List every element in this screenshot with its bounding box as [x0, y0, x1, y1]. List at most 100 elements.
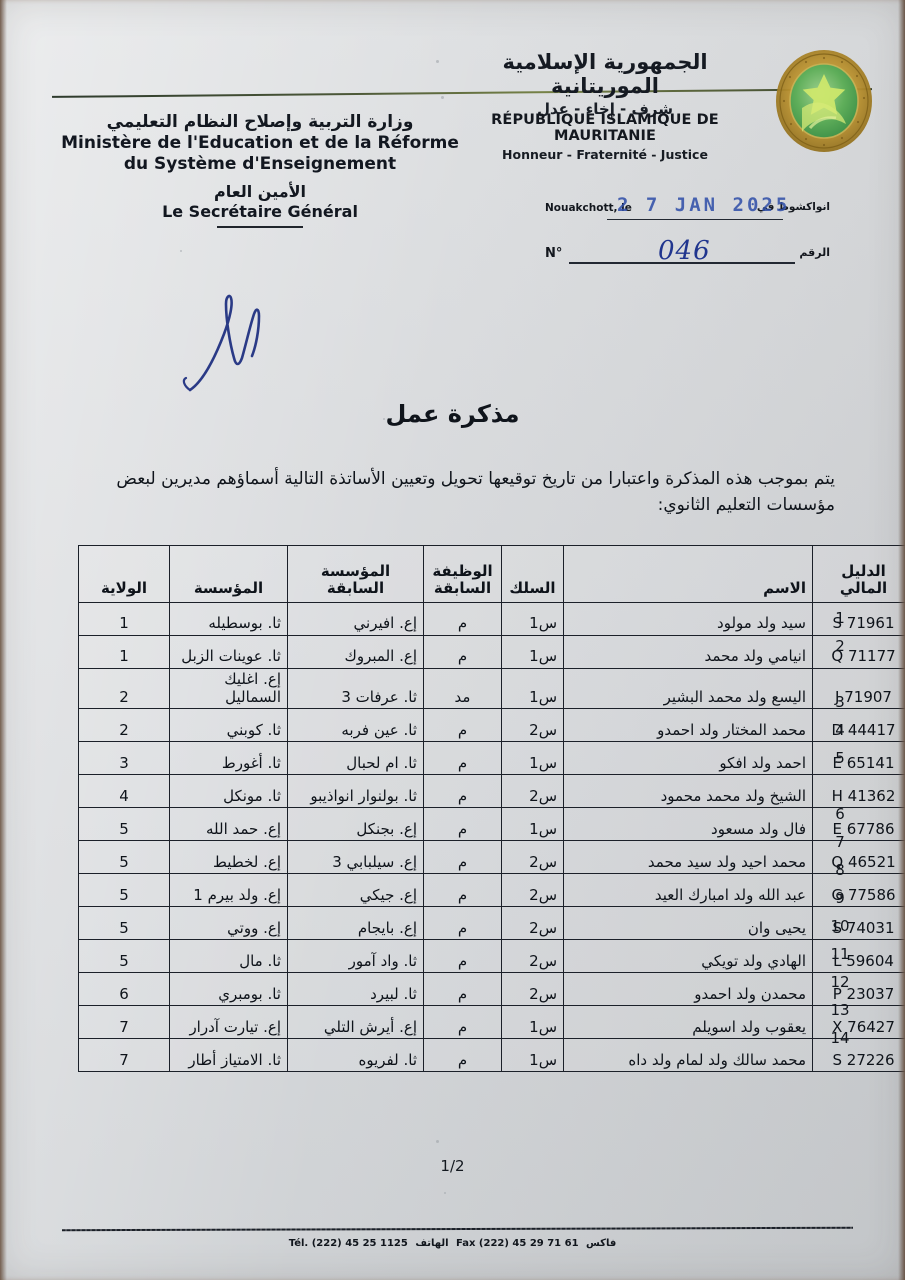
- scan-speck: [383, 418, 385, 420]
- cell-name: محمد احيد ولد سيد محمد: [563, 840, 813, 875]
- ministry-name-arabic: وزارة التربية وإصلاح النظام التعليمي: [106, 112, 414, 132]
- cell-name: يحيى وان: [563, 906, 813, 941]
- cell-institution: ثا. مال: [169, 939, 288, 974]
- cell-wilaya: 5: [78, 906, 170, 941]
- cell-institution: ثا. عوينات الزبل: [169, 635, 288, 669]
- cell-matricule: 74031 S: [812, 906, 905, 941]
- state-heading-french: RÉPUBLIQUE ISLAMIQUE DE MAURITANIE Honne…: [440, 112, 770, 162]
- cell-wilaya: 4: [78, 774, 170, 809]
- cell-wilaya: 3: [78, 741, 170, 776]
- reference-number-field: N° الرقم 046: [545, 236, 830, 266]
- cell-prev-institution: إع. بجنكل: [287, 807, 424, 842]
- scan-speck: [436, 60, 439, 63]
- cell-institution: ثا. بوسطيله: [169, 602, 288, 636]
- cell-institution: إع. تيارت آدرار: [169, 1005, 288, 1040]
- cell-matricule: 76427 X: [812, 1005, 905, 1040]
- cell-prev-institution: ثا. واد آمور: [287, 939, 424, 974]
- row-number: 4: [835, 721, 845, 739]
- reference-number-value: 046: [658, 236, 711, 266]
- state-name-french: RÉPUBLIQUE ISLAMIQUE DE MAURITANIE: [491, 112, 719, 144]
- cell-wilaya: 2: [78, 708, 170, 743]
- letterhead: الجمهورية الإسلامية الموريتانية شرف - إخ…: [0, 0, 905, 290]
- column-header-prev-function: الوظيفة السابقة: [423, 545, 502, 603]
- cell-matricule: 59604 L: [812, 939, 905, 974]
- cell-silk: س1: [501, 741, 564, 776]
- cell-institution: إع. ووتي: [169, 906, 288, 941]
- cell-name: محمد سالك ولد لمام ولد داه: [563, 1038, 813, 1073]
- cell-wilaya: 7: [78, 1005, 170, 1040]
- cell-name: الشيخ ولد محمد محمود: [563, 774, 813, 809]
- cell-name: فال ولد مسعود: [563, 807, 813, 842]
- table-row: 59604 L الهادي ولد تويكي س2 م ثا. واد آمور ثا…: [78, 939, 905, 974]
- national-seal-icon: [772, 46, 876, 156]
- cell-institution: إع. حمد الله: [169, 807, 288, 842]
- cell-name: انيامي ولد محمد: [563, 635, 813, 669]
- cell-prev-institution: إع. المبروك: [287, 635, 424, 669]
- cell-prev-function: م: [423, 807, 502, 842]
- row-number: 1: [835, 609, 845, 627]
- table-row: 71961 S سيد ولد مولود س1 م إع. افيرني ثا. بوس…: [78, 602, 905, 636]
- date-label-arabic: انواكشوط في: [756, 201, 830, 213]
- date-field: Nouakchott, le انواكشوط في 2 7 JAN 2025: [545, 194, 830, 220]
- table-row: 76427 X يعقوب ولد اسويلم س1 م إع. أيرش التلي…: [78, 1005, 905, 1040]
- role-arabic: الأمين العام: [213, 182, 307, 202]
- cell-institution: ثا. أغورط: [169, 741, 288, 776]
- cell-prev-institution: ثا. عرفات 3: [287, 667, 424, 710]
- footer-fax-label: فاكس: [586, 1238, 617, 1249]
- table-row: 27226 S محمد سالك ولد لمام ولد داه س1 م ثا. …: [78, 1038, 905, 1073]
- table-row: 65141 E احمد ولد افكو س1 م ثا. ام لحبال ثا. أ…: [78, 741, 905, 776]
- cell-prev-function: م: [423, 741, 502, 776]
- cell-prev-institution: إع. افيرني: [287, 602, 424, 636]
- cell-silk: س1: [501, 1005, 564, 1040]
- cell-prev-function: م: [423, 1005, 502, 1040]
- row-number-gutter: 1 2 3 4 5 6 7 8 9 10 11 12 13 14: [827, 602, 853, 1050]
- ministry-name-french: Ministère de l'Education et de la Réform…: [61, 133, 459, 175]
- cell-prev-institution: ثا. بولنوار انواذيبو: [287, 774, 424, 809]
- cell-silk: س2: [501, 708, 564, 743]
- role-french: Le Secrétaire Général: [162, 202, 358, 222]
- cell-institution: ثا. الامتياز أطار: [169, 1038, 288, 1073]
- cell-name: يعقوب ولد اسويلم: [563, 1005, 813, 1040]
- cell-name: احمد ولد افكو: [563, 741, 813, 776]
- footer-fax: Fax (222) 45 29 71 61: [456, 1238, 579, 1249]
- state-heading-arabic: الجمهورية الإسلامية الموريتانية شرف - إخ…: [455, 50, 755, 118]
- cell-prev-function: م: [423, 602, 502, 636]
- roster-table-body: 71961 S سيد ولد مولود س1 م إع. افيرني ثا. بوس…: [78, 602, 905, 1073]
- scan-speck: [180, 250, 182, 252]
- cell-silk: س1: [501, 1038, 564, 1073]
- row-number: 3: [835, 693, 845, 711]
- cell-wilaya: 5: [78, 807, 170, 842]
- cell-prev-institution: إع. أيرش التلي: [287, 1005, 424, 1040]
- row-number: 9: [835, 889, 845, 907]
- cell-silk: س2: [501, 972, 564, 1007]
- table-row: 77586 G عبد الله ولد امبارك العيد س2 م إع. ج…: [78, 873, 905, 908]
- scan-edge-right: [898, 0, 905, 1280]
- cell-name: اليسع ولد محمد البشير: [563, 667, 813, 710]
- footer-divider-rule: [61, 1226, 854, 1231]
- ministry-heading: وزارة التربية وإصلاح النظام التعليمي Min…: [60, 112, 460, 229]
- cell-wilaya: 6: [78, 972, 170, 1007]
- cell-institution: ثا. بومبري: [169, 972, 288, 1007]
- cell-institution: ثا. مونكل: [169, 774, 288, 809]
- cell-prev-function: م: [423, 774, 502, 809]
- cell-matricule: 23037 P: [812, 972, 905, 1007]
- row-number: 6: [835, 805, 845, 823]
- cell-prev-function: م: [423, 873, 502, 908]
- cell-institution: إع. اغليك السماليل: [169, 667, 288, 710]
- row-number: 11: [830, 945, 850, 963]
- row-number: 2: [835, 637, 845, 655]
- cell-silk: س1: [501, 667, 564, 710]
- row-number: 14: [830, 1029, 850, 1047]
- footer-tel: Tél. (222) 45 25 1125: [288, 1238, 408, 1249]
- cell-matricule: 71961 S: [812, 602, 905, 636]
- cell-silk: س1: [501, 807, 564, 842]
- scan-edge-left: [0, 0, 7, 1280]
- date-rule: [607, 218, 783, 220]
- roster-table-wrap: الدليل المالي الاسم السلك الوظيفة السابق…: [78, 545, 905, 1073]
- table-row: 74031 S يحيى وان س2 م إع. بايجام إع. ووتي 5: [78, 906, 905, 941]
- cell-matricule: 46521 Q: [812, 840, 905, 875]
- roster-table: الدليل المالي الاسم السلك الوظيفة السابق…: [78, 545, 905, 1073]
- table-header-row: الدليل المالي الاسم السلك الوظيفة السابق…: [78, 545, 905, 603]
- cell-prev-institution: إع. جيكي: [287, 873, 424, 908]
